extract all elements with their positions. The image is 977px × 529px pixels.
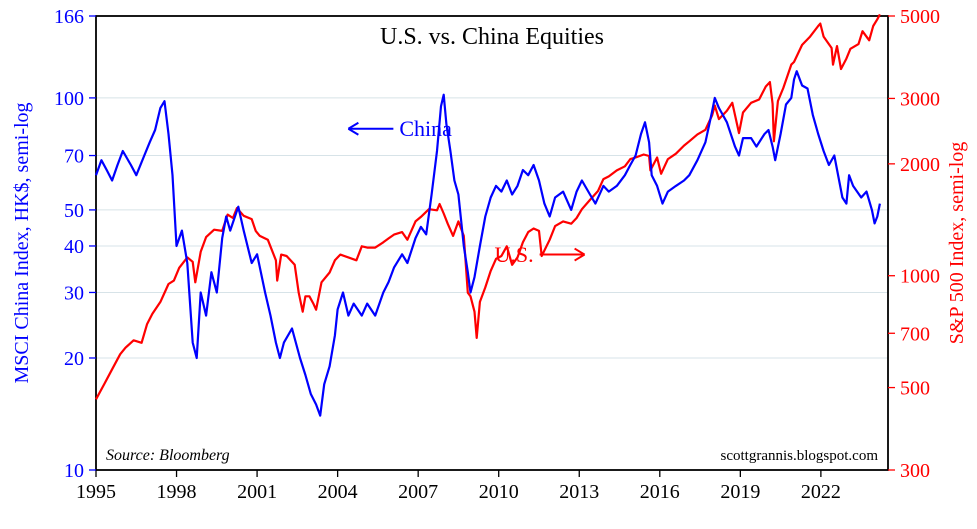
x-tick-label: 2013 [559, 481, 599, 503]
y-right-tick-label: 300 [900, 460, 930, 482]
y-right-tick-label: 2000 [900, 154, 940, 176]
annotation-label: China [399, 116, 452, 141]
y-left-tick-label: 10 [64, 460, 84, 482]
annotation-label: U.S. [494, 242, 533, 267]
y-right-axis-label: S&P 500 Index, semi-log [946, 142, 968, 345]
x-tick-label: 2010 [479, 481, 519, 503]
y-left-tick-label: 70 [64, 146, 84, 168]
y-left-tick-label: 30 [64, 282, 84, 304]
source-text: Source: Bloomberg [106, 447, 230, 464]
x-tick-label: 1998 [157, 481, 197, 503]
chart-title: U.S. vs. China Equities [380, 24, 604, 50]
y-right-tick-label: 5000 [900, 6, 940, 28]
y-left-axis-label: MSCI China Index, HK$, semi-log [11, 102, 33, 383]
y-left-tick-label: 166 [54, 6, 84, 28]
y-right-tick-label: 700 [900, 323, 930, 345]
x-tick-label: 2007 [398, 481, 438, 503]
x-tick-label: 2019 [720, 481, 760, 503]
x-tick-label: 1995 [76, 481, 116, 503]
y-right-tick-label: 500 [900, 378, 930, 400]
y-left-tick-label: 50 [64, 200, 84, 222]
y-right-tick-label: 1000 [900, 266, 940, 288]
attribution-text: scottgrannis.blogspot.com [721, 448, 879, 464]
x-tick-label: 2004 [318, 481, 358, 503]
y-left-tick-label: 20 [64, 348, 84, 370]
x-tick-label: 2001 [237, 481, 277, 503]
y-left-tick-label: 40 [64, 236, 84, 258]
y-left-tick-label: 100 [54, 88, 84, 110]
equities-chart: 1995199820012004200720102013201620192022… [0, 0, 977, 529]
y-right-tick-label: 3000 [900, 88, 940, 110]
x-tick-label: 2016 [640, 481, 680, 503]
x-tick-label: 2022 [801, 481, 841, 503]
